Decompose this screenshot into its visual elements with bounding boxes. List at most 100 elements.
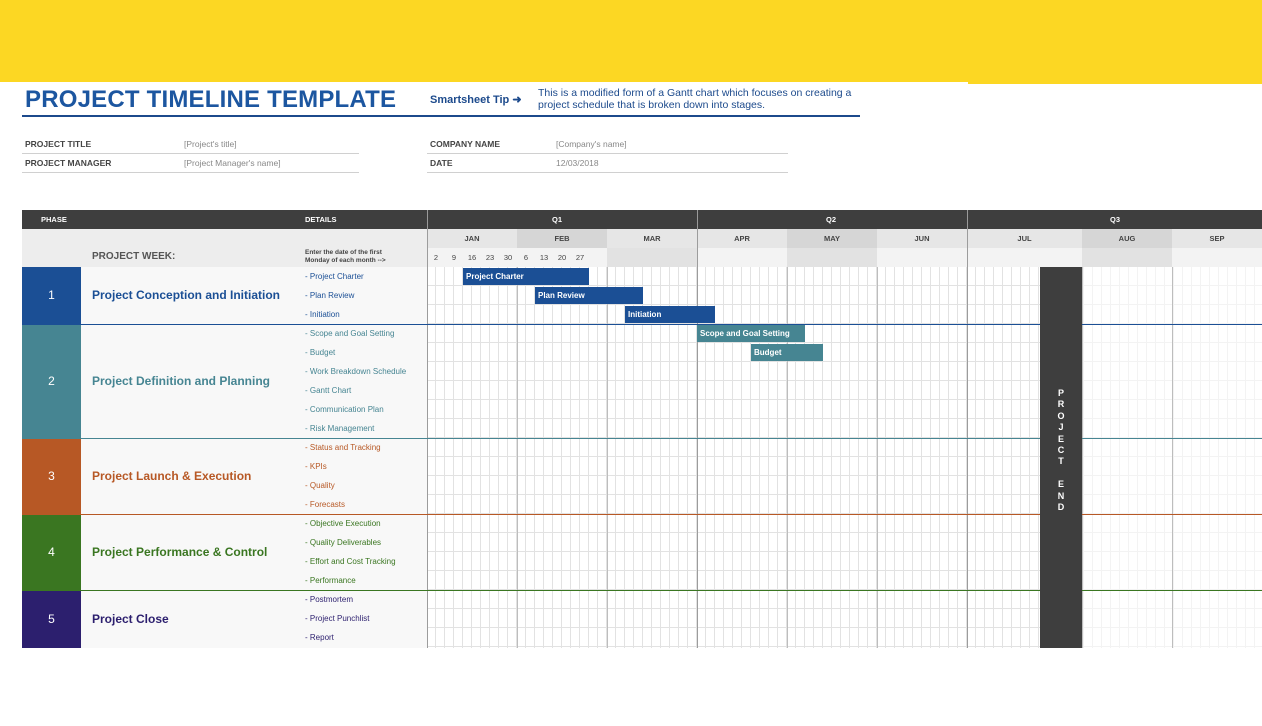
phase-3-name: Project Launch & Execution [81, 439, 305, 514]
company-name-label: COMPANY NAME [430, 139, 501, 149]
task-bar-project-charter[interactable]: Project Charter [463, 268, 589, 285]
month-may: MAY [787, 229, 877, 248]
detail-item: - Objective Execution [305, 519, 381, 528]
month-feb: FEB [517, 229, 607, 248]
banner-edge [968, 82, 1262, 84]
project-end-label: P R O J E C T E N D [1057, 388, 1065, 513]
quarter-separator [697, 210, 698, 229]
month-aug: AUG [1082, 229, 1172, 248]
phase-1-name: Project Conception and Initiation [81, 267, 305, 324]
detail-item: - Quality Deliverables [305, 538, 382, 547]
smartsheet-tip-label[interactable]: Smartsheet Tip ➜ [430, 94, 522, 106]
week-date[interactable]: 20 [557, 253, 567, 262]
meta-divider [427, 153, 788, 154]
detail-item: - Risk Management [305, 424, 375, 433]
detail-item: - Postmortem [305, 595, 354, 604]
month-divider [607, 267, 608, 648]
detail-item: - Status and Tracking [305, 443, 381, 452]
month-jan: JAN [427, 229, 517, 248]
project-title-label: PROJECT TITLE [25, 139, 92, 149]
phase-4-number: 4 [22, 515, 81, 590]
enter-date-note-line: Enter the date of the first [305, 249, 382, 256]
quarter-separator [967, 210, 968, 229]
detail-item: - Work Breakdown Schedule [305, 367, 407, 376]
week-row-may [787, 248, 877, 267]
date-label: DATE [430, 158, 453, 168]
phase-4-name: Project Performance & Control [81, 515, 305, 590]
project-end-marker: P R O J E C T E N D [1040, 267, 1082, 648]
detail-item: - Project Charter [305, 272, 364, 281]
month-apr: APR [697, 229, 787, 248]
phase-5-number: 5 [22, 591, 81, 648]
detail-item: - KPIs [305, 462, 327, 471]
quarter-q1: Q1 [552, 215, 563, 224]
month-mar: MAR [607, 229, 697, 248]
week-date[interactable]: 16 [467, 253, 477, 262]
quarter-q2: Q2 [826, 215, 837, 224]
phase-2-number: 2 [22, 325, 81, 438]
phase-3-divider [22, 514, 1262, 515]
week-row-aug [1082, 248, 1172, 267]
project-manager-label: PROJECT MANAGER [25, 158, 112, 168]
detail-item: - Gantt Chart [305, 386, 352, 395]
top-banner [0, 0, 1262, 84]
enter-date-note: Enter the date of the first Monday of ea… [305, 249, 386, 265]
detail-item: - Effort and Cost Tracking [305, 557, 396, 566]
task-bar-scope-and-goal-setting[interactable]: Scope and Goal Setting [697, 325, 805, 342]
detail-item: - Plan Review [305, 291, 355, 300]
detail-item: - Scope and Goal Setting [305, 329, 395, 338]
detail-item: - Forecasts [305, 500, 346, 509]
quarter-separator [427, 210, 428, 229]
project-manager-field[interactable]: [Project Manager's name] [184, 158, 281, 168]
task-bar-plan-review[interactable]: Plan Review [535, 287, 643, 304]
details-column [305, 267, 427, 648]
month-divider [517, 267, 518, 648]
phase-1-divider [22, 324, 1262, 325]
phase-3-number: 3 [22, 439, 81, 514]
meta-divider [427, 172, 788, 173]
week-date[interactable]: 13 [539, 253, 549, 262]
phase-2-divider [22, 438, 1262, 439]
week-date[interactable]: 9 [451, 253, 457, 262]
title-underline [22, 115, 860, 117]
phase-4-divider [22, 590, 1262, 591]
sheet-top [0, 82, 968, 84]
week-date[interactable]: 30 [503, 253, 513, 262]
project-title-field[interactable]: [Project's title] [184, 139, 237, 149]
task-bar-initiation[interactable]: Initiation [625, 306, 715, 323]
detail-item: - Initiation [305, 310, 340, 319]
week-date[interactable]: 2 [433, 253, 439, 262]
project-week-label: PROJECT WEEK: [92, 251, 176, 262]
phase-1-number: 1 [22, 267, 81, 324]
left-header-block [22, 229, 427, 267]
page-title: PROJECT TIMELINE TEMPLATE [25, 86, 397, 113]
meta-divider [22, 153, 359, 154]
company-name-field[interactable]: [Company's name] [556, 139, 627, 149]
month-sep: SEP [1172, 229, 1262, 248]
detail-item: - Project Punchlist [305, 614, 370, 623]
detail-item: - Communication Plan [305, 405, 384, 414]
week-date[interactable]: 27 [575, 253, 585, 262]
month-jun: JUN [877, 229, 967, 248]
detail-item: - Quality [305, 481, 335, 490]
phase-5-name: Project Close [81, 591, 305, 648]
details-header: DETAILS [305, 215, 337, 224]
date-field[interactable]: 12/03/2018 [556, 158, 599, 168]
quarter-header-row [22, 210, 1262, 229]
week-row-mar [607, 248, 697, 267]
task-bar-budget[interactable]: Budget [751, 344, 823, 361]
detail-item: - Budget [305, 348, 336, 357]
phase-header: PHASE [41, 215, 67, 224]
smartsheet-tip-text: This is a modified form of a Gantt chart… [538, 87, 852, 111]
detail-item: - Report [305, 633, 334, 642]
week-date[interactable]: 6 [523, 253, 529, 262]
meta-divider [22, 172, 359, 173]
timeline-grid: PHASE DETAILS Q1 Q2 Q3 PROJECT WEEK: Ent… [22, 210, 1262, 648]
month-divider [1172, 267, 1173, 648]
quarter-q3: Q3 [1110, 215, 1121, 224]
month-divider [877, 267, 878, 648]
month-jul: JUL [967, 229, 1082, 248]
week-date[interactable]: 23 [485, 253, 495, 262]
month-divider [787, 267, 788, 648]
month-divider [1082, 267, 1083, 648]
